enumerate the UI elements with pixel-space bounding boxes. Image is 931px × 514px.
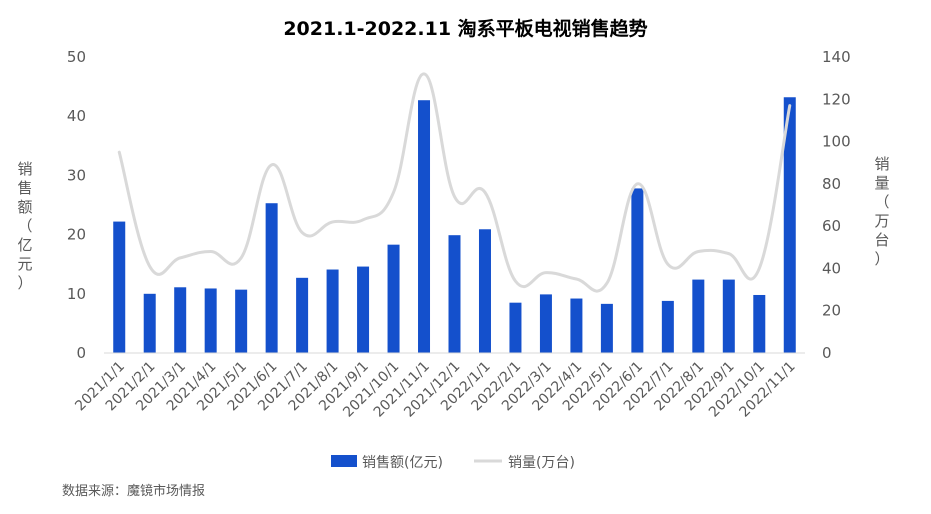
axis-label-char: 额 (17, 198, 33, 216)
y-tick-left-label: 50 (67, 48, 86, 66)
y-tick-right-label: 140 (822, 48, 851, 66)
bar (387, 244, 400, 353)
y-axis-right-label: 销量（万台） (872, 155, 892, 269)
bar (174, 287, 187, 353)
bar (631, 188, 644, 353)
axis-label-char: 亿 (17, 236, 33, 254)
bar (204, 288, 217, 353)
bar (661, 300, 674, 353)
axis-label-char: ） (874, 250, 890, 268)
bar (783, 97, 796, 353)
legend-label-line: 销量(万台) (508, 455, 575, 471)
y-tick-left-label: 30 (67, 166, 86, 184)
y-tick-left-label: 20 (67, 226, 86, 244)
legend: 销售额(亿元) 销量(万台) (331, 455, 575, 471)
x-ticks: 2021/1/12021/2/12021/3/12021/4/12021/5/1… (72, 359, 798, 421)
bar (478, 229, 491, 353)
y-tick-left-label: 40 (67, 107, 86, 125)
bar (600, 303, 613, 353)
bar (722, 279, 735, 353)
y-ticks-left: 0 10 20 30 40 50 (67, 48, 86, 362)
y-tick-right-label: 0 (822, 344, 832, 362)
bar (418, 100, 431, 353)
y-tick-right-label: 120 (822, 90, 851, 108)
bar-series (113, 97, 796, 353)
bar (113, 221, 126, 353)
axis-label-char: （ (874, 193, 890, 211)
bar (357, 266, 370, 353)
axis-label-char: ） (17, 274, 33, 292)
axis-label-char: 销 (874, 155, 890, 173)
bar (143, 293, 156, 353)
axis-label-char: 元 (17, 255, 33, 273)
bar (509, 302, 522, 353)
y-tick-right-label: 60 (822, 217, 841, 235)
axis-label-char: 量 (874, 174, 890, 192)
y-ticks-right: 0 20 40 60 80 100 120 140 (822, 48, 851, 362)
bar (326, 269, 339, 353)
axis-label-char: 台 (874, 231, 890, 249)
bar (448, 235, 461, 353)
legend-swatch-bar (331, 455, 357, 467)
y-tick-left-label: 10 (67, 285, 86, 303)
axis-label-char: （ (17, 217, 33, 235)
y-axis-left-label: 销售额（亿元） (15, 160, 35, 293)
source-note: 数据来源：魔镜市场情报 (62, 484, 206, 499)
y-tick-right-label: 40 (822, 259, 841, 277)
legend-label-bar: 销售额(亿元) (362, 455, 443, 471)
bar (265, 203, 278, 353)
bar (235, 289, 248, 353)
y-tick-left-label: 0 (76, 344, 86, 362)
y-tick-right-label: 100 (822, 133, 851, 151)
bar (692, 279, 705, 353)
bar (570, 298, 583, 353)
axis-label-char: 万 (874, 212, 890, 230)
y-tick-right-label: 20 (822, 302, 841, 320)
line-series (117, 72, 792, 293)
bar (753, 294, 766, 353)
axis-label-char: 销 (17, 160, 33, 178)
bar (539, 294, 552, 353)
axis-label-char: 售 (17, 179, 33, 197)
y-tick-right-label: 80 (822, 175, 841, 193)
chart-title: 2021.1-2022.11 淘系平板电视销售趋势 (283, 18, 648, 40)
bar (296, 277, 309, 353)
